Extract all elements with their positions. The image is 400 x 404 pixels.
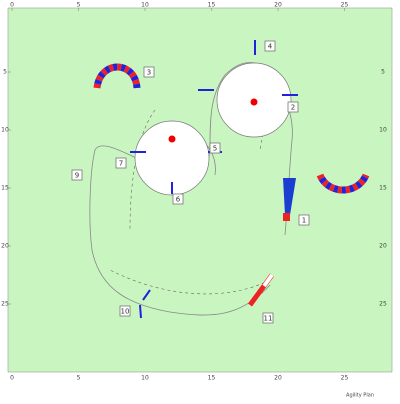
- y-tick-label: 10: [1, 127, 9, 134]
- obstacle-number: 10: [121, 308, 130, 316]
- number-box: [115, 157, 127, 169]
- x-tick-label: 10: [141, 375, 149, 382]
- number-box: [119, 305, 131, 317]
- obstacle-number: 7: [119, 160, 123, 168]
- y-tick-label: 5: [3, 69, 7, 76]
- obstacle-number: 2: [291, 104, 295, 112]
- y-tick-label: 25: [379, 301, 387, 308]
- obstacle-number: 9: [75, 172, 79, 180]
- x-tick-label: 20: [274, 2, 282, 9]
- circle-obstacle: [134, 120, 210, 196]
- tunnel-end: [283, 213, 290, 221]
- y-tick-label: 25: [1, 301, 9, 308]
- x-tick-label: 5: [77, 375, 81, 382]
- obstacle-number: 1: [302, 217, 306, 225]
- y-tick-label: 15: [379, 185, 387, 192]
- y-tick-label: 5: [381, 69, 385, 76]
- number-box: [71, 169, 83, 181]
- x-tick-label: 5: [77, 2, 81, 9]
- x-tick-label: 15: [208, 375, 216, 382]
- caption: Agility Plan: [346, 393, 374, 399]
- obstacle-number: 6: [176, 196, 181, 204]
- obstacle-number: 4: [268, 43, 273, 51]
- field: [7, 7, 393, 373]
- weave-arc: [93, 63, 141, 89]
- y-tick-label: 15: [1, 185, 9, 192]
- bar-obstacle: [262, 273, 274, 288]
- y-tick-label: 20: [379, 243, 387, 250]
- center-dot: [168, 135, 176, 143]
- x-tick-label: 20: [274, 375, 282, 382]
- number-box: [298, 214, 310, 226]
- number-box: [143, 66, 155, 78]
- tunnel: [283, 178, 296, 215]
- y-tick-label: 10: [379, 127, 387, 134]
- weave-arc: [316, 173, 370, 194]
- x-tick-label: 0: [10, 375, 14, 382]
- x-tick-label: 0: [10, 2, 14, 9]
- x-tick-label: 25: [341, 375, 349, 382]
- obstacle-number: 5: [213, 145, 217, 153]
- number-box: [209, 142, 221, 154]
- number-box: [262, 312, 274, 324]
- number-box: [264, 40, 276, 52]
- y-tick-label: 20: [1, 243, 9, 250]
- obstacle-number: 11: [264, 315, 273, 323]
- weave-arc: [93, 63, 141, 89]
- number-box: [287, 101, 299, 113]
- x-tick-label: 10: [141, 2, 149, 9]
- x-tick-label: 25: [341, 2, 349, 9]
- number-box: [172, 193, 184, 205]
- x-tick-label: 15: [208, 2, 216, 9]
- center-dot: [250, 98, 258, 106]
- obstacle-number: 3: [147, 69, 151, 77]
